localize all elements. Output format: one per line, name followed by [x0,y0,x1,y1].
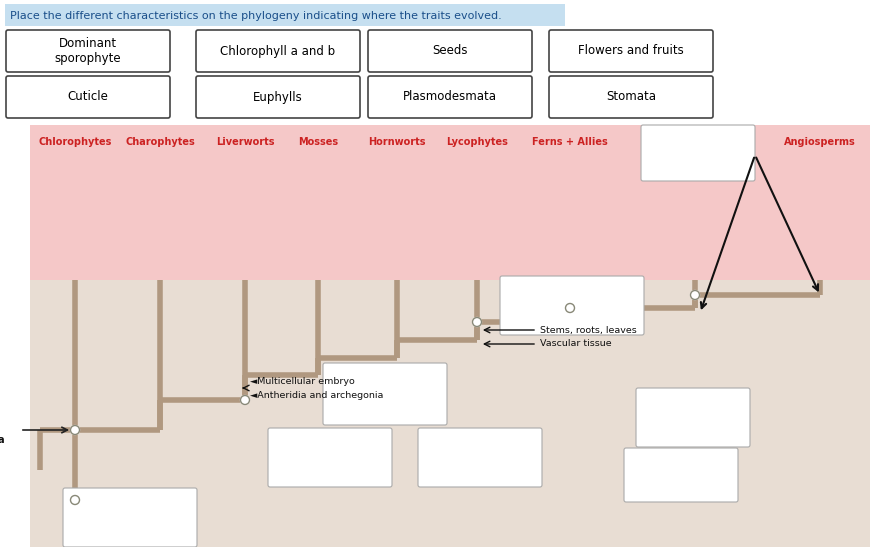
Text: Ferns + Allies: Ferns + Allies [532,137,608,147]
Text: Seeds: Seeds [432,44,467,57]
Text: Angiosperms: Angiosperms [784,137,856,147]
Text: Mosses: Mosses [298,137,338,147]
Text: Stomata: Stomata [606,90,656,103]
Text: Lycophytes: Lycophytes [446,137,508,147]
FancyBboxPatch shape [30,270,870,547]
Circle shape [690,290,700,300]
Text: Place the different characteristics on the phylogeny indicating where the traits: Place the different characteristics on t… [10,11,502,21]
FancyBboxPatch shape [641,125,755,181]
FancyBboxPatch shape [196,76,360,118]
Text: Hornworts: Hornworts [368,137,425,147]
FancyBboxPatch shape [5,4,565,26]
FancyBboxPatch shape [63,488,197,547]
FancyBboxPatch shape [268,428,392,487]
Text: Gymnosperms: Gymnosperms [656,137,734,147]
Text: Chlorophytes: Chlorophytes [39,137,111,147]
Circle shape [473,317,481,327]
Circle shape [70,426,80,434]
Text: Cuticle: Cuticle [68,90,109,103]
FancyBboxPatch shape [6,30,170,72]
Text: Liverworts: Liverworts [216,137,275,147]
Text: Charophytes: Charophytes [125,137,195,147]
Text: Chlorophyll a and b: Chlorophyll a and b [220,44,336,57]
Circle shape [70,496,80,504]
FancyBboxPatch shape [624,448,738,502]
Text: Plasmodesmata: Plasmodesmata [403,90,497,103]
FancyBboxPatch shape [500,276,644,335]
FancyBboxPatch shape [368,76,532,118]
Text: Flowers and fruits: Flowers and fruits [578,44,684,57]
FancyBboxPatch shape [323,363,447,425]
Circle shape [240,395,249,404]
FancyBboxPatch shape [636,388,750,447]
FancyBboxPatch shape [6,76,170,118]
Text: Ancestral alga: Ancestral alga [0,435,5,445]
Text: Vascular tissue: Vascular tissue [540,340,611,348]
FancyBboxPatch shape [368,30,532,72]
Text: ◄Multicellular embryo: ◄Multicellular embryo [250,377,355,387]
Text: Stems, roots, leaves: Stems, roots, leaves [540,325,637,335]
FancyBboxPatch shape [30,125,870,280]
Text: Dominant
sporophyte: Dominant sporophyte [54,37,121,65]
Circle shape [566,304,574,312]
FancyBboxPatch shape [549,76,713,118]
Text: ◄Antheridia and archegonia: ◄Antheridia and archegonia [250,391,383,399]
FancyBboxPatch shape [196,30,360,72]
FancyBboxPatch shape [549,30,713,72]
FancyBboxPatch shape [418,428,542,487]
Text: Euphylls: Euphylls [253,90,303,103]
